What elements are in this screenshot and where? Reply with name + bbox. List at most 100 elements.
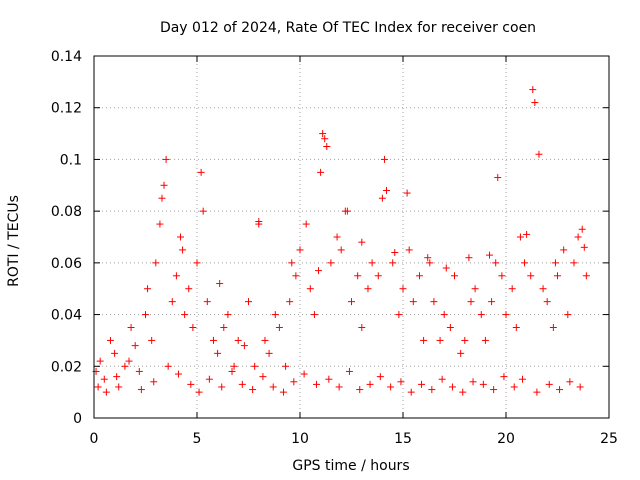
data-point (185, 285, 193, 293)
data-point (469, 378, 477, 386)
data-point (366, 380, 374, 388)
data-point (306, 285, 314, 293)
data-point (100, 375, 108, 383)
data-point (261, 336, 269, 344)
plot-frame (93, 55, 610, 419)
data-point (345, 367, 353, 375)
data-point (286, 298, 294, 306)
data-point (312, 380, 320, 388)
data-point (193, 259, 201, 267)
data-point (368, 259, 376, 267)
y-tick-label: 0.08 (51, 204, 82, 220)
data-point (168, 298, 176, 306)
data-point (321, 135, 329, 143)
data-point (300, 370, 308, 378)
data-point (374, 272, 382, 280)
x-tick-label: 5 (193, 431, 202, 447)
data-point (319, 130, 327, 138)
y-axis-label: ROTI / TECUs (6, 195, 22, 287)
data-point (317, 168, 325, 176)
y-tick-label: 0.06 (51, 256, 82, 272)
data-point (508, 285, 516, 293)
data-point (531, 99, 539, 107)
data-point (189, 324, 197, 331)
data-point (451, 272, 458, 280)
data-point (121, 362, 129, 370)
data-point (461, 336, 469, 344)
data-point (564, 311, 572, 319)
data-point (516, 233, 524, 241)
data-point (405, 246, 413, 254)
data-point (142, 311, 149, 319)
chart-title: Day 012 of 2024, Rate Of TEC Index for r… (160, 20, 536, 36)
data-point (582, 272, 590, 280)
data-point (498, 272, 506, 280)
data-point (418, 380, 426, 388)
data-point (442, 264, 450, 272)
data-point (539, 285, 547, 293)
data-point (465, 254, 473, 262)
data-point (259, 373, 267, 381)
data-point (424, 254, 432, 262)
data-point (549, 324, 557, 331)
data-point (389, 259, 397, 267)
data-point (415, 272, 423, 280)
data-point (481, 336, 489, 344)
data-point (376, 373, 384, 381)
data-point (479, 380, 487, 388)
data-point (271, 311, 279, 319)
data-point (187, 380, 195, 388)
data-point (440, 311, 448, 319)
data-point (315, 267, 323, 275)
data-point (354, 272, 362, 280)
y-tick-label: 0 (73, 411, 82, 427)
data-point (310, 311, 318, 319)
data-point (395, 311, 403, 319)
data-point (488, 298, 496, 306)
data-point (152, 259, 160, 267)
data-point (102, 388, 110, 396)
data-point (249, 386, 257, 394)
data-point (494, 174, 502, 182)
grid-layer (94, 56, 609, 418)
y-tick-label: 0.02 (51, 359, 82, 375)
data-point (436, 336, 444, 344)
data-point (181, 311, 189, 319)
data-point (580, 243, 588, 251)
data-point (280, 388, 288, 396)
data-point (529, 86, 537, 94)
data-point (150, 378, 158, 386)
data-point (265, 349, 273, 357)
data-point (160, 181, 168, 189)
data-point (177, 233, 185, 241)
data-point (214, 349, 222, 357)
data-point (403, 189, 411, 197)
data-point (125, 357, 133, 365)
data-point (358, 324, 366, 331)
x-axis-label: GPS time / hours (292, 458, 409, 474)
x-tick-label: 20 (497, 431, 515, 447)
data-point (115, 383, 123, 391)
data-point (523, 230, 531, 238)
data-point (245, 298, 252, 306)
data-points (92, 86, 590, 396)
data-point (459, 388, 467, 396)
data-point (333, 233, 341, 241)
data-point (477, 311, 485, 319)
y-tick-label: 0.14 (51, 49, 82, 65)
data-point (302, 220, 310, 228)
data-point (446, 324, 454, 331)
data-point (426, 259, 434, 267)
data-point (556, 386, 564, 394)
x-tick-label: 15 (394, 431, 412, 447)
x-axis-ticks: 0 5 10 15 20 25 (90, 56, 618, 447)
data-point (162, 155, 170, 163)
data-point (383, 186, 391, 194)
data-point (282, 362, 290, 370)
data-point (94, 383, 102, 391)
data-point (203, 298, 211, 306)
data-point (428, 386, 436, 394)
data-point (399, 285, 407, 293)
data-point (174, 370, 182, 378)
